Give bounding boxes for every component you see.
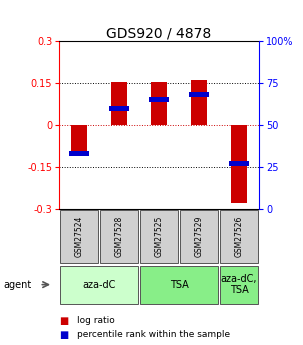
Text: TSA: TSA bbox=[170, 280, 188, 289]
Bar bbox=[60, 210, 98, 263]
Text: GSM27525: GSM27525 bbox=[155, 216, 164, 257]
Text: ■: ■ bbox=[59, 330, 68, 339]
Title: GDS920 / 4878: GDS920 / 4878 bbox=[106, 26, 212, 40]
Text: log ratio: log ratio bbox=[77, 316, 115, 325]
Text: aza-dC,
TSA: aza-dC, TSA bbox=[221, 274, 257, 295]
Text: GSM27524: GSM27524 bbox=[75, 216, 84, 257]
Text: GSM27529: GSM27529 bbox=[195, 216, 204, 257]
Bar bbox=[220, 266, 258, 304]
Bar bbox=[140, 210, 178, 263]
Bar bbox=[60, 266, 138, 304]
Bar bbox=[151, 82, 167, 125]
Bar bbox=[111, 82, 127, 125]
Bar bbox=[69, 151, 89, 156]
Text: agent: agent bbox=[3, 280, 31, 289]
Bar bbox=[180, 210, 218, 263]
Bar bbox=[109, 106, 129, 111]
Text: percentile rank within the sample: percentile rank within the sample bbox=[77, 330, 230, 339]
Text: GSM27528: GSM27528 bbox=[115, 216, 124, 257]
Bar bbox=[189, 92, 209, 97]
Bar bbox=[229, 161, 249, 166]
Bar bbox=[71, 125, 87, 153]
Text: aza-dC: aza-dC bbox=[82, 280, 116, 289]
Bar bbox=[231, 125, 247, 203]
Bar bbox=[220, 210, 258, 263]
Text: GSM27526: GSM27526 bbox=[235, 216, 244, 257]
Bar bbox=[140, 266, 218, 304]
Bar bbox=[149, 97, 169, 102]
Text: ■: ■ bbox=[59, 316, 68, 326]
Bar bbox=[191, 80, 207, 125]
Bar bbox=[100, 210, 138, 263]
